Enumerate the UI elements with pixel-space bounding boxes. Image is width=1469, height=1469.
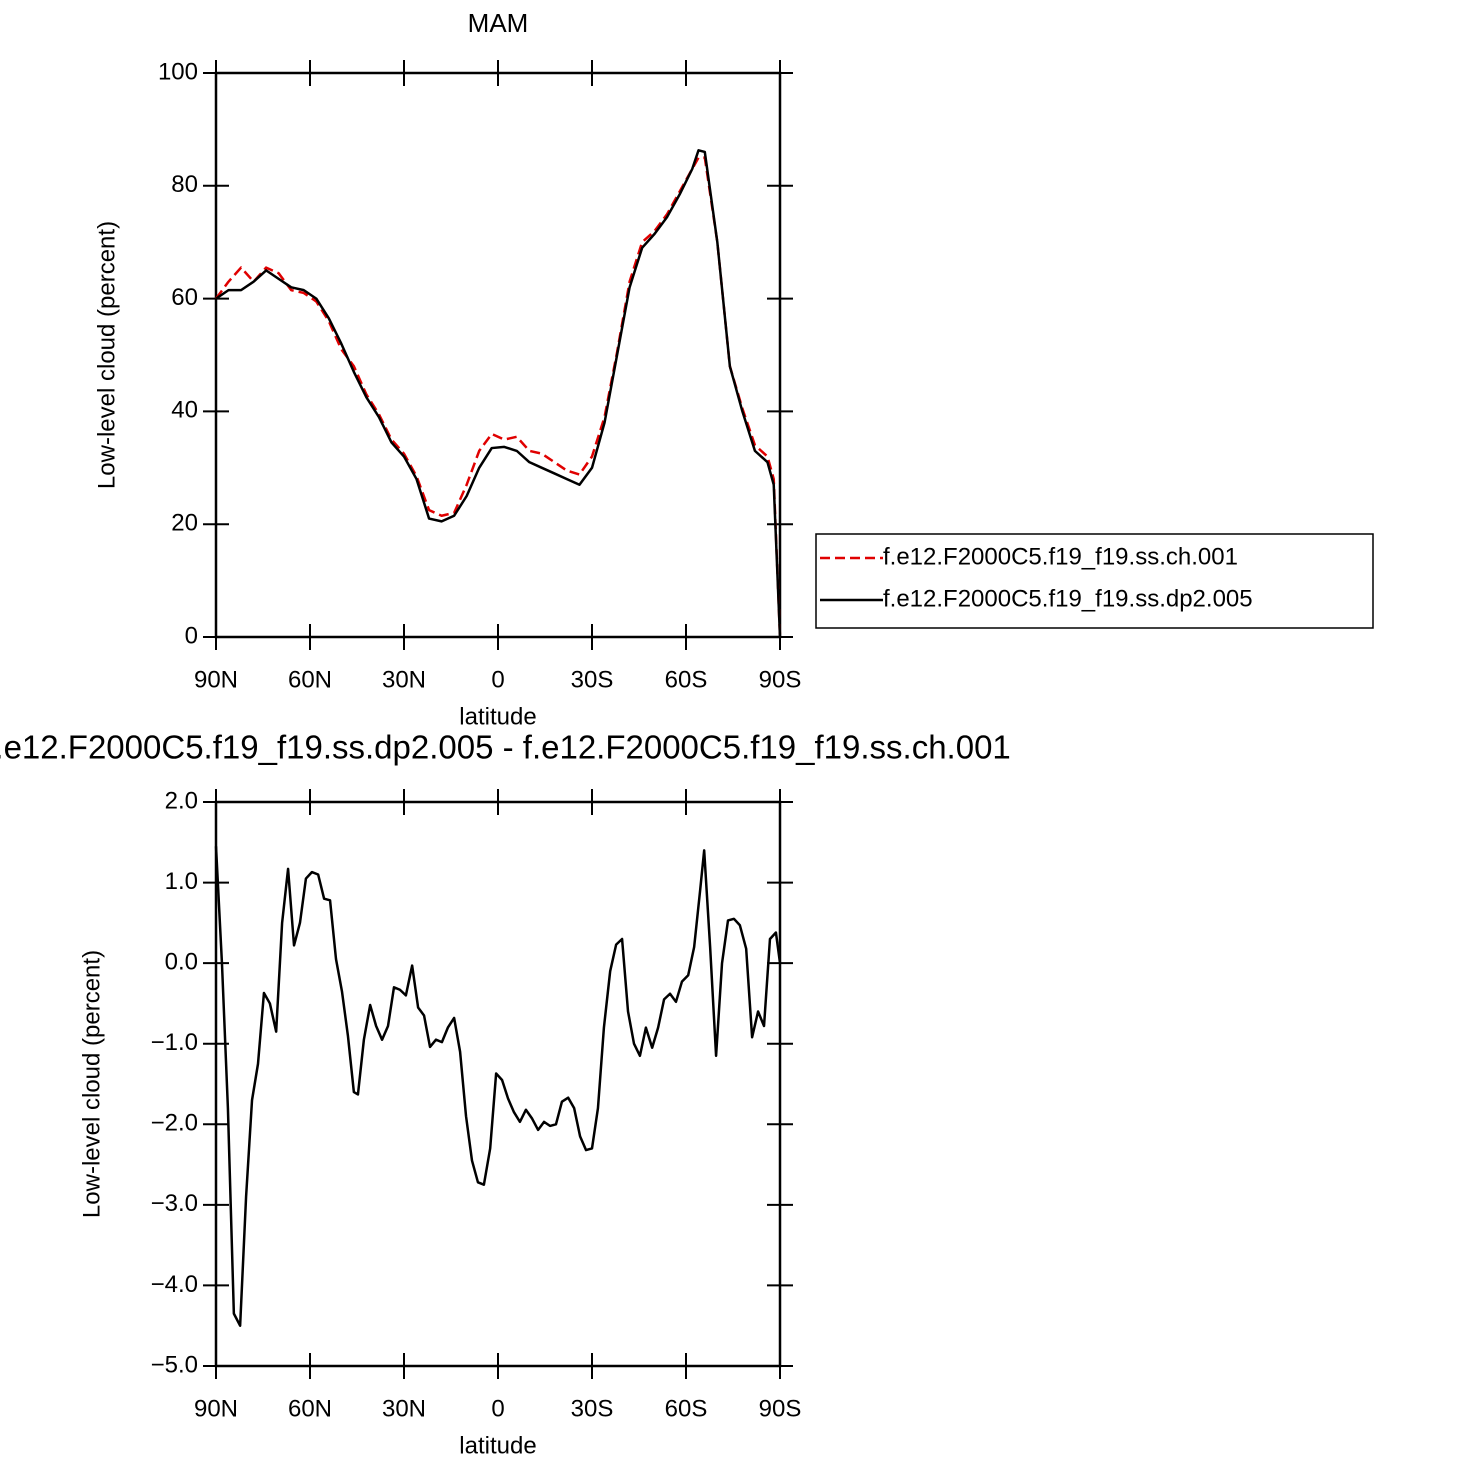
x-tick-label: 60N (288, 1395, 332, 1422)
x-tick-label: 0 (491, 666, 504, 693)
x-tick-label: 90N (194, 1395, 238, 1422)
x-tick-label: 0 (491, 1395, 504, 1422)
y-tick-label: 2.0 (165, 787, 198, 814)
x-axis-label: latitude (459, 703, 536, 730)
y-tick-label: −2.0 (151, 1110, 198, 1137)
x-tick-label: 30S (571, 1395, 614, 1422)
y-axis-label: Low-level cloud (percent) (78, 950, 105, 1218)
y-tick-label: 40 (171, 397, 198, 424)
x-tick-label: 30N (382, 1395, 426, 1422)
y-tick-label: 0.0 (165, 948, 198, 975)
x-tick-label: 90N (194, 666, 238, 693)
y-tick-label: 0 (185, 622, 198, 649)
data-line (214, 846, 782, 1327)
data-line (214, 156, 782, 638)
legend-label: f.e12.F2000C5.f19_f19.ss.ch.001 (883, 543, 1238, 570)
y-tick-label: −5.0 (151, 1351, 198, 1378)
y-tick-label: −1.0 (151, 1029, 198, 1056)
y-tick-label: 100 (158, 58, 198, 85)
chart-title: f.e12.F2000C5.f19_f19.ss.dp2.005 - f.e12… (0, 729, 1011, 766)
y-tick-label: −4.0 (151, 1271, 198, 1298)
x-tick-label: 90S (759, 666, 802, 693)
x-tick-label: 60N (288, 666, 332, 693)
y-tick-label: 20 (171, 510, 198, 537)
x-tick-label: 90S (759, 1395, 802, 1422)
x-tick-label: 30N (382, 666, 426, 693)
x-axis-label: latitude (459, 1432, 536, 1459)
legend-label: f.e12.F2000C5.f19_f19.ss.dp2.005 (883, 585, 1253, 612)
y-tick-label: −3.0 (151, 1190, 198, 1217)
y-axis-label: Low-level cloud (percent) (93, 221, 120, 489)
legend-box (815, 533, 1374, 629)
y-tick-label: 80 (171, 171, 198, 198)
plot-frame (214, 800, 782, 1368)
x-tick-label: 60S (665, 666, 708, 693)
y-tick-label: 60 (171, 284, 198, 311)
data-line (215, 149, 782, 638)
x-tick-label: 60S (665, 1395, 708, 1422)
chart-title: MAM (468, 8, 529, 38)
y-tick-label: 1.0 (165, 868, 198, 895)
x-tick-label: 30S (571, 666, 614, 693)
